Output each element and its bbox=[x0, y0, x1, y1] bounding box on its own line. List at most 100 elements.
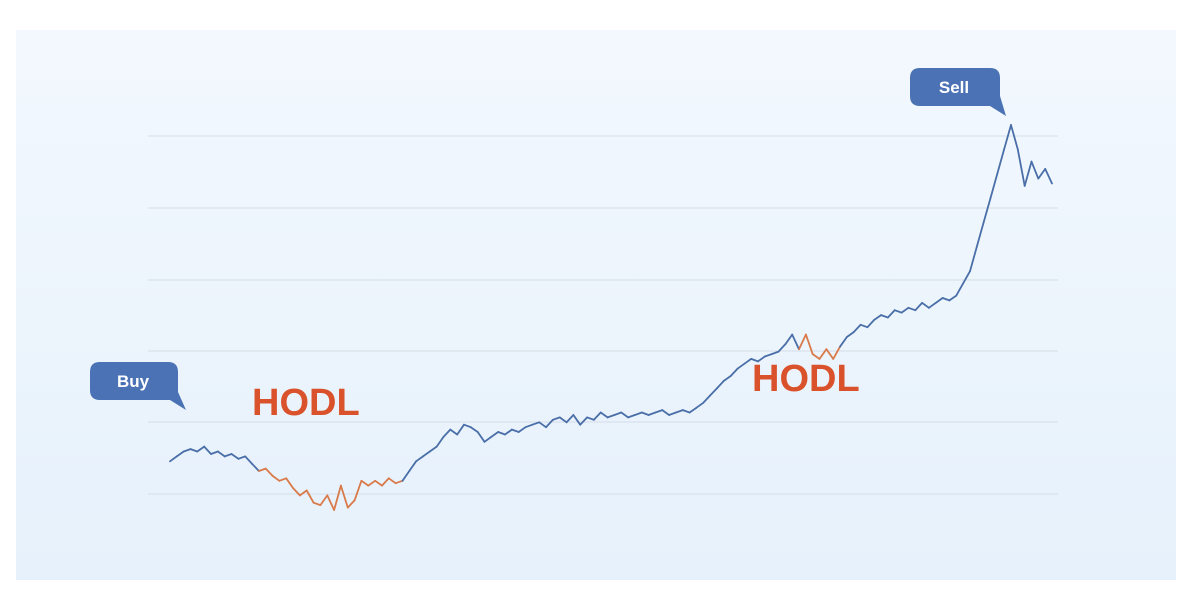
series-segment bbox=[469, 426, 479, 433]
series-segment bbox=[435, 435, 445, 448]
series-segment bbox=[1030, 160, 1040, 180]
series-segment bbox=[688, 406, 698, 414]
series-segment bbox=[463, 423, 472, 429]
series-segment bbox=[497, 431, 506, 436]
series-segment bbox=[750, 357, 759, 363]
series-segment bbox=[743, 357, 753, 365]
series-segment bbox=[517, 426, 527, 433]
series-segment bbox=[914, 301, 923, 312]
series-segment bbox=[770, 350, 780, 356]
series-segment bbox=[982, 197, 992, 224]
buy-callout-label: Buy bbox=[117, 372, 150, 391]
buy-callout-bubble bbox=[90, 362, 186, 410]
series-segment bbox=[510, 428, 520, 433]
series-segment bbox=[996, 148, 1005, 175]
series-segment bbox=[339, 484, 349, 509]
series-segment bbox=[866, 318, 876, 329]
series-segment bbox=[695, 401, 705, 409]
series-segment bbox=[312, 501, 322, 507]
series-segment bbox=[449, 428, 459, 436]
series-segment bbox=[367, 479, 377, 487]
series-segment bbox=[387, 477, 397, 485]
series-segment bbox=[182, 448, 192, 453]
series-segment bbox=[476, 431, 486, 443]
hodl-annotation-2: HODL bbox=[752, 358, 860, 400]
series-segment bbox=[558, 416, 568, 424]
series-segment bbox=[428, 445, 438, 453]
series-segment bbox=[640, 411, 650, 416]
series-segment bbox=[893, 309, 903, 314]
series-segment bbox=[811, 353, 821, 360]
series-segment bbox=[757, 355, 766, 363]
series-segment bbox=[975, 221, 985, 248]
series-segment bbox=[921, 301, 930, 309]
series-segment bbox=[613, 411, 623, 416]
series-segment bbox=[599, 411, 609, 419]
series-segment bbox=[852, 323, 862, 334]
series-segment bbox=[709, 387, 718, 397]
series-segment bbox=[1016, 148, 1026, 187]
series-segment bbox=[504, 428, 513, 436]
series-segment bbox=[729, 367, 739, 377]
series-segment bbox=[483, 435, 493, 443]
series-segment bbox=[333, 484, 342, 511]
series-segment bbox=[791, 333, 800, 351]
series-segment bbox=[873, 314, 882, 321]
series-segment bbox=[1044, 167, 1053, 185]
series-segment bbox=[169, 455, 178, 463]
series-segment bbox=[298, 489, 308, 497]
sell-callout: Sell bbox=[910, 68, 1006, 116]
series-segment bbox=[647, 411, 657, 416]
series-segment bbox=[784, 333, 794, 346]
series-segment bbox=[634, 411, 643, 416]
series-segment bbox=[292, 487, 301, 497]
series-segment bbox=[928, 301, 937, 309]
series-segment bbox=[415, 455, 424, 463]
series-segment bbox=[285, 477, 295, 490]
series-segment bbox=[408, 460, 418, 472]
series-segment bbox=[394, 479, 404, 485]
series-segment bbox=[490, 431, 500, 438]
series-segment bbox=[353, 479, 363, 502]
series-segment bbox=[223, 453, 233, 458]
series-segment bbox=[346, 499, 356, 509]
series-segment bbox=[661, 409, 670, 416]
series-segment bbox=[203, 445, 212, 455]
price-series bbox=[169, 124, 1053, 511]
series-segment bbox=[736, 362, 746, 370]
series-segment bbox=[606, 414, 616, 419]
series-segment bbox=[401, 470, 411, 482]
series-segment bbox=[230, 453, 240, 460]
series-segment bbox=[271, 474, 281, 482]
series-segment bbox=[846, 331, 855, 338]
series-segment bbox=[962, 270, 971, 285]
series-segment bbox=[907, 306, 917, 312]
series-segment bbox=[210, 450, 219, 455]
buy-callout: Buy bbox=[90, 362, 186, 410]
series-segment bbox=[1023, 160, 1033, 187]
series-segment bbox=[381, 477, 390, 487]
sell-callout-bubble bbox=[910, 68, 1006, 116]
series-segment bbox=[422, 450, 431, 458]
series-segment bbox=[969, 245, 978, 273]
series-segment bbox=[681, 409, 691, 414]
series-segment bbox=[1003, 124, 1012, 151]
series-segment bbox=[654, 409, 664, 414]
series-segment bbox=[442, 428, 452, 438]
series-segment bbox=[777, 343, 787, 353]
series-segment bbox=[244, 455, 253, 465]
series-segment bbox=[627, 414, 636, 419]
series-segment bbox=[948, 294, 958, 302]
series-segment bbox=[257, 467, 267, 472]
series-segment bbox=[825, 348, 835, 360]
series-segment bbox=[251, 462, 260, 472]
series-segment bbox=[456, 423, 465, 436]
series-segment bbox=[264, 467, 274, 477]
series-segment bbox=[722, 375, 732, 382]
series-segment bbox=[538, 421, 547, 429]
series-segment bbox=[1037, 167, 1047, 180]
sell-callout-label: Sell bbox=[939, 78, 969, 97]
series-segment bbox=[565, 414, 575, 424]
series-segment bbox=[887, 309, 896, 319]
series-segment bbox=[586, 416, 595, 421]
